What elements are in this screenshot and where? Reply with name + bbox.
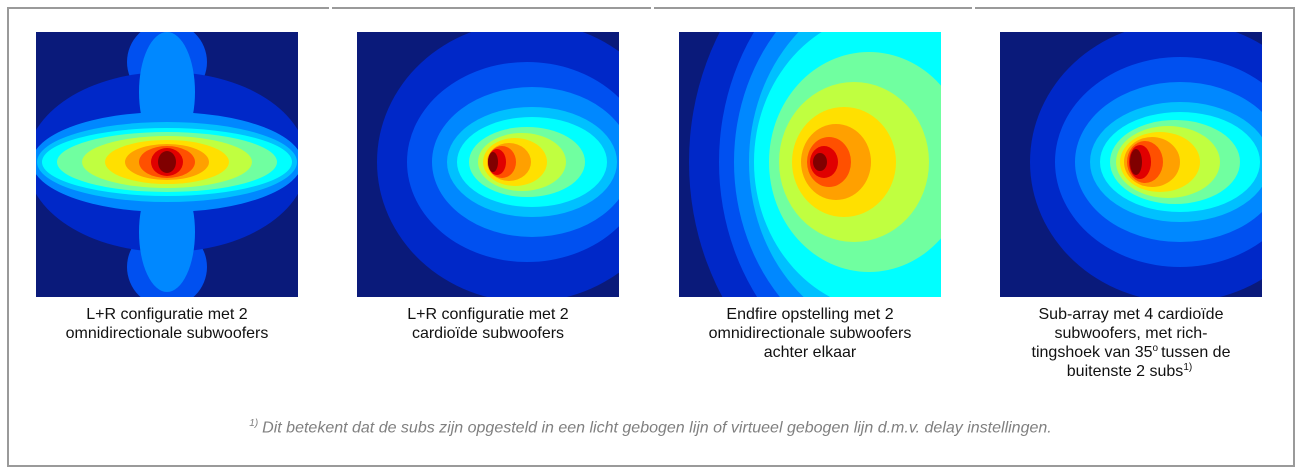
panel: Endfire opstelling met 2 omnidirectionale… [679,32,941,362]
caption-line: Endfire opstelling met 2 [679,305,941,324]
caption-text: achter elkaar [763,344,857,361]
heatmap-contour [488,152,498,172]
heatmap-layers [1000,32,1262,297]
heatmap [357,32,619,297]
heatmap-contour [1130,149,1142,175]
caption-text: tussen de [1161,344,1231,361]
caption-text: Endfire opstelling met 2 [726,306,894,323]
caption-text: cardioïde subwoofers [411,325,565,342]
heatmap [679,32,941,297]
heatmap-layers [679,32,941,297]
caption-line: buitenste 2 subs1) [1000,362,1262,381]
heatmap-layers [357,32,619,297]
caption-sup: o [1152,342,1159,354]
panel: L+R configuratie met 2 cardioïde subwoofe… [357,32,619,343]
caption-text: Sub-array met 4 cardioïde [1038,306,1224,323]
page: L+R configuratie met 2 omnidirectionale s… [0,5,1301,467]
heatmap-contour [139,172,195,292]
caption-line: subwoofers, met rich- [1000,324,1262,343]
caption-line: omnidirectionale subwoofers [36,324,298,343]
caption-line: omnidirectionale subwoofers [679,324,941,343]
caption-line: achter elkaar [679,343,941,362]
heatmap-contour [158,151,176,173]
caption: L+R configuratie met 2 omnidirectionale s… [36,305,298,343]
heatmap [1000,32,1262,297]
border-gap [972,5,975,9]
caption-text: buitenste 2 subs [1066,363,1184,380]
footnote: 1) Dit betekent dat de subs zijn opgestel… [0,418,1301,437]
heatmap-layers [36,32,298,297]
caption-line: cardioïde subwoofers [357,324,619,343]
caption-line: Sub-array met 4 cardioïde [1000,305,1262,324]
caption-line: L+R configuratie met 2 [36,305,298,324]
heatmap [36,32,298,297]
caption-sup: 1) [1183,361,1193,373]
footnote-text: Dit betekent dat de subs zijn opgesteld … [262,419,1052,437]
caption-text: omnidirectionale subwoofers [65,325,269,342]
caption: Endfire opstelling met 2 omnidirectionale… [679,305,941,362]
caption-text: subwoofers, met rich- [1054,325,1208,342]
caption-text: tingshoek van 35 [1031,344,1153,361]
caption-text: L+R configuratie met 2 [407,306,569,323]
caption-line: tingshoek van 35o tussen de [1000,343,1262,362]
border-gap [329,5,332,9]
caption: Sub-array met 4 cardioïde subwoofers, met… [1000,305,1262,381]
panel: L+R configuratie met 2 omnidirectionale s… [36,32,298,343]
heatmap-contour [139,32,195,152]
heatmap-contour [813,153,827,171]
caption-text: omnidirectionale subwoofers [708,325,912,342]
caption-text: L+R configuratie met 2 [86,306,248,323]
caption: L+R configuratie met 2 cardioïde subwoofe… [357,305,619,343]
caption-line: L+R configuratie met 2 [357,305,619,324]
border-gap [651,5,654,9]
footnote-mark: 1) [249,418,259,429]
panel: Sub-array met 4 cardioïde subwoofers, met… [1000,32,1262,381]
